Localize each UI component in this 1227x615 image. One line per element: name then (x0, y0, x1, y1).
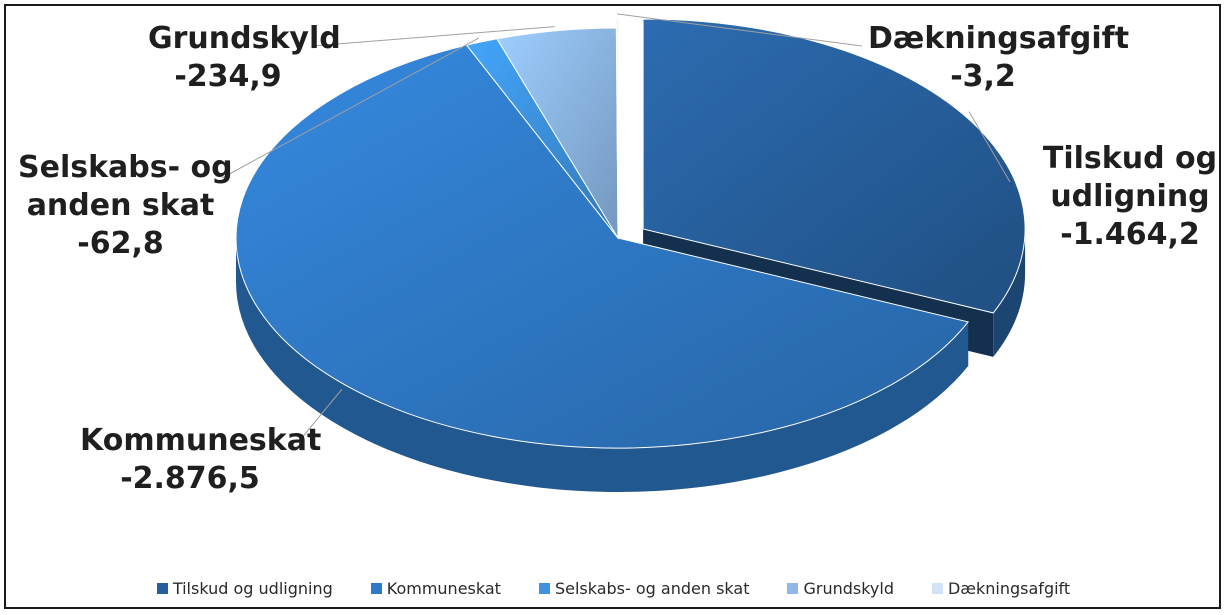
pie-slice-1 (235, 44, 970, 449)
slice-side-0 (993, 228, 1026, 357)
label-value-kommuneskat: -2.876,5 (120, 461, 260, 496)
legend-item-kommuneskat: Kommuneskat (370, 578, 501, 598)
slice-side-1 (236, 238, 969, 492)
pie-slice-4 (615, 17, 619, 229)
leader-line-1 (299, 388, 343, 441)
legend-label: Grundskyld (803, 578, 894, 598)
label-name-selskabs-2: anden skat (26, 188, 215, 223)
label-value-tilskud: -1.464,2 (1060, 217, 1200, 252)
leader-line-3 (311, 26, 555, 47)
legend-item-daekningsafgift: Dækningsafgift (931, 578, 1071, 598)
data-label-selskabs: Selskabs- og anden skat -62,8 (18, 149, 233, 263)
pie-slice-0 (642, 18, 1026, 314)
label-value-grundskyld: -234,9 (174, 59, 282, 94)
label-name-daekningsafgift: Dækningsafgift (868, 21, 1130, 56)
label-name-tilskud-2: udligning (1050, 179, 1210, 214)
data-label-kommuneskat: Kommuneskat -2.876,5 (80, 422, 322, 498)
label-value-selskabs: -62,8 (77, 226, 164, 261)
label-value-daekningsafgift: -3,2 (950, 59, 1016, 94)
legend-item-selskabs: Selskabs- og anden skat (538, 578, 750, 598)
leader-line-0 (968, 111, 1011, 183)
legend-swatch (787, 582, 799, 594)
legend-swatch (370, 582, 382, 594)
legend-label: Dækningsafgift (947, 578, 1071, 598)
legend-item-tilskud: Tilskud og udligning (156, 578, 333, 598)
chart-legend: Tilskud og udligning Kommuneskat Selskab… (0, 576, 1227, 600)
legend-swatch (538, 582, 550, 594)
leader-line-4 (617, 13, 863, 47)
legend-label: Selskabs- og anden skat (554, 578, 750, 598)
data-label-daekningsafgift: Dækningsafgift -3,2 (868, 20, 1130, 96)
legend-swatch (931, 582, 943, 594)
legend-label: Tilskud og udligning (172, 578, 333, 598)
data-label-grundskyld: Grundskyld -234,9 (148, 20, 341, 96)
legend-label: Kommuneskat (386, 578, 501, 598)
data-label-tilskud: Tilskud og udligning -1.464,2 (1040, 140, 1220, 254)
legend-swatch (156, 582, 168, 594)
label-name-tilskud-1: Tilskud og (1042, 141, 1218, 176)
label-name-kommuneskat: Kommuneskat (80, 423, 322, 458)
leader-line-2 (221, 37, 480, 179)
label-name-grundskyld: Grundskyld (148, 21, 341, 56)
legend-item-grundskyld: Grundskyld (787, 579, 894, 598)
label-name-selskabs-1: Selskabs- og (18, 150, 233, 185)
